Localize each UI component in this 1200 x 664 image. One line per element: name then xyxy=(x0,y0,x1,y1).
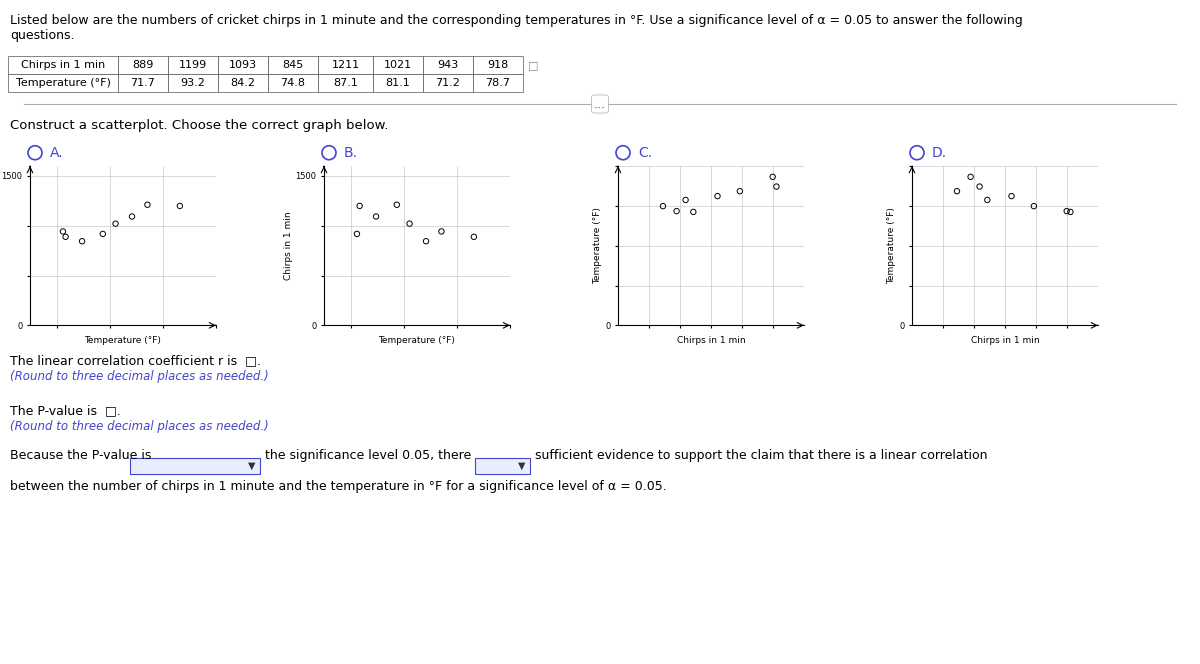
Bar xyxy=(118,74,168,92)
X-axis label: Temperature (°F): Temperature (°F) xyxy=(378,336,456,345)
Text: ...: ... xyxy=(594,98,606,110)
Point xyxy=(1025,201,1044,211)
Point xyxy=(676,195,695,205)
Bar xyxy=(218,56,268,74)
Text: C.: C. xyxy=(638,145,652,160)
Text: A.: A. xyxy=(50,145,64,160)
Point xyxy=(122,211,142,222)
Text: Listed below are the numbers of cricket chirps in 1 minute and the corresponding: Listed below are the numbers of cricket … xyxy=(10,14,1022,42)
Point xyxy=(970,181,989,192)
Bar xyxy=(8,56,118,74)
Point xyxy=(978,195,997,205)
Bar xyxy=(8,74,118,92)
Point xyxy=(432,226,451,237)
Text: Because the P-value is: Because the P-value is xyxy=(10,449,151,462)
Point xyxy=(1057,206,1076,216)
Text: ▼: ▼ xyxy=(248,461,256,471)
Text: 918: 918 xyxy=(487,60,509,70)
Bar xyxy=(168,56,218,74)
Text: (Round to three decimal places as needed.): (Round to three decimal places as needed… xyxy=(10,370,269,383)
Point xyxy=(947,186,966,197)
Text: 1021: 1021 xyxy=(384,60,412,70)
Point xyxy=(708,191,727,201)
Point xyxy=(1061,207,1080,217)
Text: 74.8: 74.8 xyxy=(281,78,306,88)
Bar xyxy=(318,56,373,74)
Text: D.: D. xyxy=(932,145,947,160)
Bar xyxy=(268,74,318,92)
Text: The P-value is  □.: The P-value is □. xyxy=(10,404,121,417)
Text: sufficient evidence to support the claim that there is a linear correlation: sufficient evidence to support the claim… xyxy=(535,449,988,462)
Point xyxy=(684,207,703,217)
Point xyxy=(366,211,385,222)
X-axis label: Temperature (°F): Temperature (°F) xyxy=(84,336,162,345)
Bar xyxy=(268,56,318,74)
Text: Chirps in 1 min: Chirps in 1 min xyxy=(20,60,106,70)
Point xyxy=(767,181,786,192)
Point xyxy=(763,171,782,182)
Point xyxy=(138,199,157,210)
Bar xyxy=(473,56,523,74)
Y-axis label: Temperature (°F): Temperature (°F) xyxy=(593,207,602,284)
Text: B.: B. xyxy=(344,145,358,160)
Bar xyxy=(118,56,168,74)
Point xyxy=(961,171,980,182)
Text: 87.1: 87.1 xyxy=(334,78,358,88)
Bar xyxy=(218,74,268,92)
Point xyxy=(464,232,484,242)
Point xyxy=(416,236,436,246)
Bar xyxy=(373,74,424,92)
Text: 1093: 1093 xyxy=(229,60,257,70)
Point xyxy=(106,218,125,229)
Bar xyxy=(318,74,373,92)
Point xyxy=(400,218,419,229)
Text: □: □ xyxy=(528,60,539,70)
Bar xyxy=(424,56,473,74)
Text: 943: 943 xyxy=(437,60,458,70)
Point xyxy=(53,226,72,237)
Point xyxy=(72,236,91,246)
Y-axis label: Temperature (°F): Temperature (°F) xyxy=(887,207,896,284)
Bar xyxy=(475,458,530,474)
Text: Temperature (°F): Temperature (°F) xyxy=(16,78,110,88)
Text: 1211: 1211 xyxy=(331,60,360,70)
Text: 1199: 1199 xyxy=(179,60,208,70)
Point xyxy=(350,201,370,211)
Point xyxy=(388,199,407,210)
X-axis label: Chirps in 1 min: Chirps in 1 min xyxy=(971,336,1039,345)
Bar xyxy=(424,74,473,92)
Bar xyxy=(373,56,424,74)
Bar xyxy=(130,458,260,474)
Y-axis label: Chirps in 1 min: Chirps in 1 min xyxy=(283,211,293,280)
Point xyxy=(653,201,672,211)
Text: 71.7: 71.7 xyxy=(131,78,156,88)
Text: 93.2: 93.2 xyxy=(180,78,205,88)
Point xyxy=(667,206,686,216)
Point xyxy=(731,186,750,197)
X-axis label: Chirps in 1 min: Chirps in 1 min xyxy=(677,336,745,345)
Bar xyxy=(168,74,218,92)
Text: Construct a scatterplot. Choose the correct graph below.: Construct a scatterplot. Choose the corr… xyxy=(10,119,389,132)
Text: the significance level 0.05, there: the significance level 0.05, there xyxy=(265,449,472,462)
Point xyxy=(56,232,76,242)
Point xyxy=(94,228,113,239)
Point xyxy=(1002,191,1021,201)
Text: 845: 845 xyxy=(282,60,304,70)
Text: The linear correlation coefficient r is  □.: The linear correlation coefficient r is … xyxy=(10,354,260,367)
Bar xyxy=(473,74,523,92)
Text: 889: 889 xyxy=(132,60,154,70)
Text: between the number of chirps in 1 minute and the temperature in °F for a signifi: between the number of chirps in 1 minute… xyxy=(10,480,667,493)
Point xyxy=(170,201,190,211)
Text: 71.2: 71.2 xyxy=(436,78,461,88)
Text: (Round to three decimal places as needed.): (Round to three decimal places as needed… xyxy=(10,420,269,433)
Point xyxy=(347,228,366,239)
Text: 81.1: 81.1 xyxy=(385,78,410,88)
Text: 78.7: 78.7 xyxy=(486,78,510,88)
Text: ▼: ▼ xyxy=(518,461,526,471)
Text: 84.2: 84.2 xyxy=(230,78,256,88)
